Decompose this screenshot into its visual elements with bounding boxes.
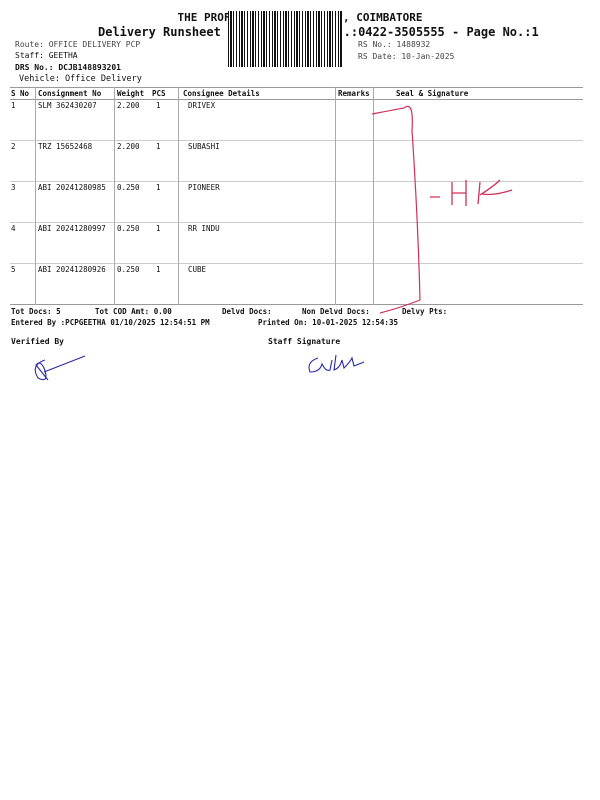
barcode [228,11,343,67]
cell-pcs: 1 [156,142,161,151]
cell-cn: TRZ 15652468 [38,142,93,151]
cell-weight: 2.200 [117,101,140,110]
staff-signature [308,354,365,373]
cell-consignee: CUBE [188,265,207,274]
cell-sno: 3 [11,183,16,192]
delvd-docs: Delvd Docs: [222,307,272,316]
cell-sno: 2 [11,142,16,151]
cell-pcs: 1 [156,265,161,274]
col-seal: Seal & Signature [396,89,469,98]
cell-cn: ABI 20241280926 [38,265,106,274]
verified-by-label: Verified By [11,337,64,346]
col-sno: S No [11,89,30,98]
cell-pcs: 1 [156,224,161,233]
tot-cod: Tot COD Amt: 0.00 [95,307,172,316]
printed-on: Printed On: 10-01-2025 12:54:35 [258,318,398,327]
drs-no: DRS No.: DCJB148893201 [15,63,121,72]
cell-cn: ABI 20241280985 [38,183,106,192]
col-consignee: Consignee Details [183,89,260,98]
cell-cn: SLM 362430207 [38,101,97,110]
hk-initials-mark [430,179,513,206]
cell-weight: 0.250 [117,224,140,233]
route: Route: OFFICE DELIVERY PCP [15,40,141,49]
col-weight: Weight [117,89,145,98]
vehicle: Vehicle: Office Delivery [19,74,142,84]
rs-no: RS No.: 1488932 [358,40,431,49]
verifier-signature [34,355,86,381]
cell-consignee: RR INDU [188,224,220,233]
cell-consignee: DRIVEX [188,101,216,110]
col-pcs: PCS [152,89,166,98]
cell-weight: 0.250 [117,265,140,274]
cell-cn: ABI 20241280997 [38,224,106,233]
col-consignment: Consignment No [38,89,102,98]
delvy-pts: Delvy Pts: [402,307,448,316]
tot-docs: Tot Docs: 5 [11,307,61,316]
col-remarks: Remarks [338,89,370,98]
entered-by: Entered By :PCPGEETHA 01/10/2025 12:54:5… [11,318,210,327]
cell-sno: 4 [11,224,16,233]
non-delvd-docs: Non Delvd Docs: [302,307,370,316]
staff-signature-label: Staff Signature [268,337,341,346]
cell-pcs: 1 [156,101,161,110]
cell-weight: 0.250 [117,183,140,192]
cell-weight: 2.200 [117,142,140,151]
cell-consignee: SUBASHI [188,142,220,151]
cell-sno: 1 [11,101,16,110]
cell-pcs: 1 [156,183,161,192]
cell-consignee: PIONEER [188,183,220,192]
cell-sno: 5 [11,265,16,274]
rs-date: RS Date: 10-Jan-2025 [358,52,455,61]
red-bracket-mark [371,105,421,314]
staff: Staff: GEETHA [15,51,78,60]
